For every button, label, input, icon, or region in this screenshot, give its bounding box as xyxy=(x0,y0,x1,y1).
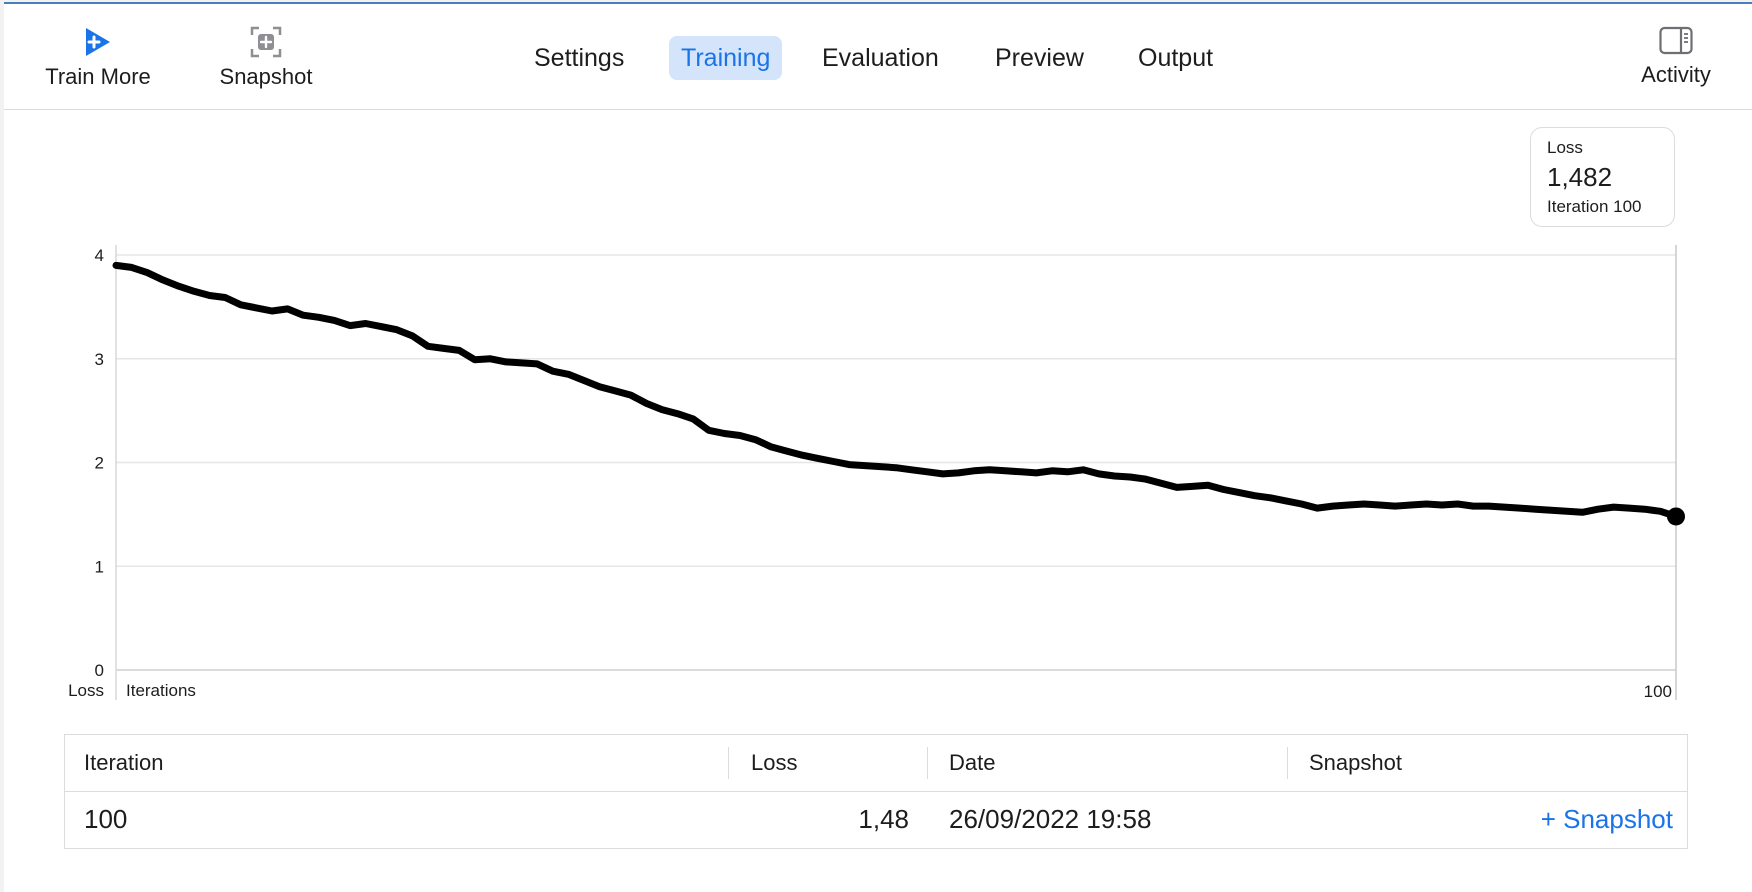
header-loss[interactable]: Loss xyxy=(751,750,798,775)
snapshot-label: Snapshot xyxy=(219,64,313,89)
train-more-label: Train More xyxy=(45,64,151,89)
activity-button[interactable]: Activity xyxy=(1628,26,1724,88)
y-axis-title: Loss xyxy=(68,681,104,700)
y-tick-label: 2 xyxy=(95,454,104,473)
add-snapshot-button[interactable]: + Snapshot xyxy=(1540,804,1673,834)
table-row[interactable]: 100 1,48 26/09/2022 19:58 + Snapshot xyxy=(65,791,1687,848)
loss-series-line xyxy=(112,261,1680,520)
tab-settings[interactable]: Settings xyxy=(534,44,625,72)
y-tick-label: 3 xyxy=(95,350,104,369)
column-divider[interactable] xyxy=(728,747,729,779)
tooltip-label: Loss xyxy=(1547,138,1583,157)
y-tick-label: 1 xyxy=(95,557,104,576)
x-axis-title: Iterations xyxy=(126,681,196,700)
toolbar: Train More Snapshot Settings Training Ev… xyxy=(4,4,1752,110)
header-iteration[interactable]: Iteration xyxy=(84,750,164,775)
loss-chart: 0 1 2 3 4 Loss Iterations 100 Loss 1,482 Iterat… xyxy=(4,109,1752,709)
app-window: Train More Snapshot Settings Training Ev… xyxy=(4,2,1752,892)
cell-date: 26/09/2022 19:58 xyxy=(949,804,1152,834)
header-snapshot[interactable]: Snapshot xyxy=(1309,750,1402,775)
play-plus-icon xyxy=(86,28,110,56)
table-header: Iteration Loss Date Snapshot xyxy=(65,735,1687,792)
sidebar-toggle-icon xyxy=(1659,26,1693,55)
tab-preview[interactable]: Preview xyxy=(995,44,1084,72)
y-tick-label: 0 xyxy=(95,661,104,680)
x-tick-label: 100 xyxy=(1644,682,1672,701)
snapshot-icon xyxy=(250,26,282,58)
tab-training[interactable]: Training xyxy=(669,36,783,80)
current-point-marker xyxy=(1667,507,1685,526)
snapshot-button[interactable]: Snapshot xyxy=(212,26,320,90)
cell-loss: 1,48 xyxy=(858,804,909,834)
column-divider[interactable] xyxy=(927,747,928,779)
loss-chart-svg: 0 1 2 3 4 Loss Iterations 100 xyxy=(68,245,1685,701)
y-tick-label: 4 xyxy=(95,246,104,265)
training-table: Iteration Loss Date Snapshot 100 1,48 26… xyxy=(64,734,1688,849)
column-divider[interactable] xyxy=(1287,747,1288,779)
tab-evaluation[interactable]: Evaluation xyxy=(822,44,939,72)
tooltip-iteration: Iteration 100 xyxy=(1547,197,1642,216)
header-date[interactable]: Date xyxy=(949,750,996,775)
loss-tooltip: Loss 1,482 Iteration 100 xyxy=(1530,127,1675,227)
tooltip-value: 1,482 xyxy=(1547,162,1613,192)
train-more-button[interactable]: Train More xyxy=(44,26,152,90)
cell-iteration: 100 xyxy=(84,804,128,834)
activity-label: Activity xyxy=(1641,62,1711,87)
tab-output[interactable]: Output xyxy=(1138,44,1214,72)
